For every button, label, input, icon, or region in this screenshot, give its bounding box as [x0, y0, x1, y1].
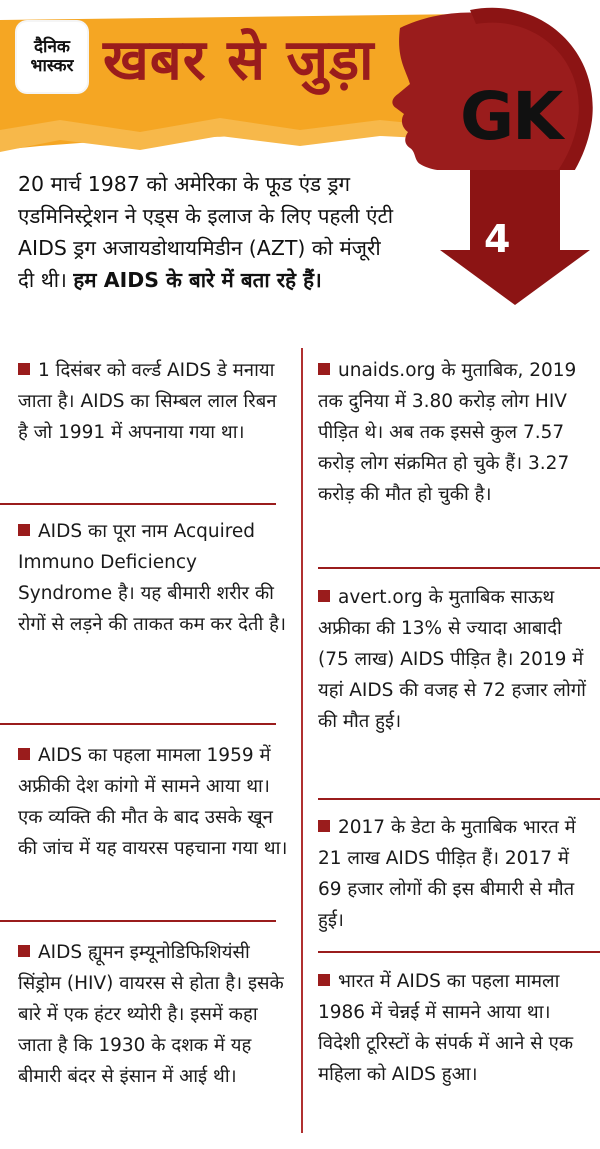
dainik-bhaskar-logo: दैनिक भास्कर [17, 22, 87, 92]
column-divider [301, 348, 303, 1133]
fact-item: AIDS ह्यूमन इम्यूनोडिफिशियंसी सिंड्रोम (… [18, 937, 290, 1092]
bullet-square-icon [318, 363, 330, 375]
head-silhouette-icon [392, 12, 584, 170]
bullet-square-icon [318, 590, 330, 602]
fact-divider [318, 567, 600, 569]
fact-text: unaids.org के मुताबिक, 2019 तक दुनिया मे… [318, 360, 577, 505]
logo-line-1: दैनिक [34, 37, 70, 57]
gk-label: GK [460, 78, 563, 155]
fact-text: AIDS का पहला मामला 1959 में अफ्रीकी देश … [18, 745, 288, 859]
bullet-square-icon [18, 524, 30, 536]
bullet-square-icon [318, 820, 330, 832]
bullet-square-icon [18, 748, 30, 760]
bullet-square-icon [318, 974, 330, 986]
fact-text: भारत में AIDS का पहला मामला 1986 में चेन… [318, 971, 574, 1085]
fact-text: AIDS का पूरा नाम Acquired Immuno Deficie… [18, 521, 286, 635]
fact-text: avert.org के मुताबिक साऊथ अफ्रीका की 13%… [318, 587, 586, 732]
header-graphic [0, 7, 593, 170]
bullet-square-icon [18, 363, 30, 375]
fact-divider [0, 503, 276, 505]
fact-divider [318, 798, 600, 800]
logo-line-2: भास्कर [30, 56, 74, 76]
fact-item: AIDS का पूरा नाम Acquired Immuno Deficie… [18, 516, 290, 640]
bullet-square-icon [18, 945, 30, 957]
fact-divider [318, 951, 600, 953]
intro-bold-text: हम AIDS के बारे में बता रहे हैं। [73, 268, 322, 292]
fact-divider [0, 723, 276, 725]
series-number: 4 [484, 217, 511, 261]
down-arrow-icon [440, 170, 590, 305]
fact-item: भारत में AIDS का पहला मामला 1986 में चेन… [318, 966, 590, 1090]
fact-divider [0, 920, 276, 922]
fact-item: 2017 के डेटा के मुताबिक भारत में 21 लाख … [318, 812, 590, 936]
fact-text: AIDS ह्यूमन इम्यूनोडिफिशियंसी सिंड्रोम (… [18, 942, 284, 1087]
fact-item: 1 दिसंबर को वर्ल्ड AIDS डे मनाया जाता है… [18, 355, 290, 448]
orange-brush-band [0, 14, 480, 150]
intro-text: 20 मार्च 1987 को अमेरिका के फूड एंड ड्रग… [18, 172, 394, 292]
fact-item: unaids.org के मुताबिक, 2019 तक दुनिया मे… [318, 355, 590, 510]
fact-text: 1 दिसंबर को वर्ल्ड AIDS डे मनाया जाता है… [18, 360, 277, 443]
intro-paragraph: 20 मार्च 1987 को अमेरिका के फूड एंड ड्रग… [18, 168, 398, 296]
fact-item: AIDS का पहला मामला 1959 में अफ्रीकी देश … [18, 740, 290, 864]
orange-brush-texture [0, 118, 460, 152]
fact-text: 2017 के डेटा के मुताबिक भारत में 21 लाख … [318, 817, 576, 931]
page-title: खबर से जुड़ा [103, 28, 375, 93]
fact-item: avert.org के मुताबिक साऊथ अफ्रीका की 13%… [318, 582, 590, 737]
circular-arrow-icon [470, 7, 593, 170]
